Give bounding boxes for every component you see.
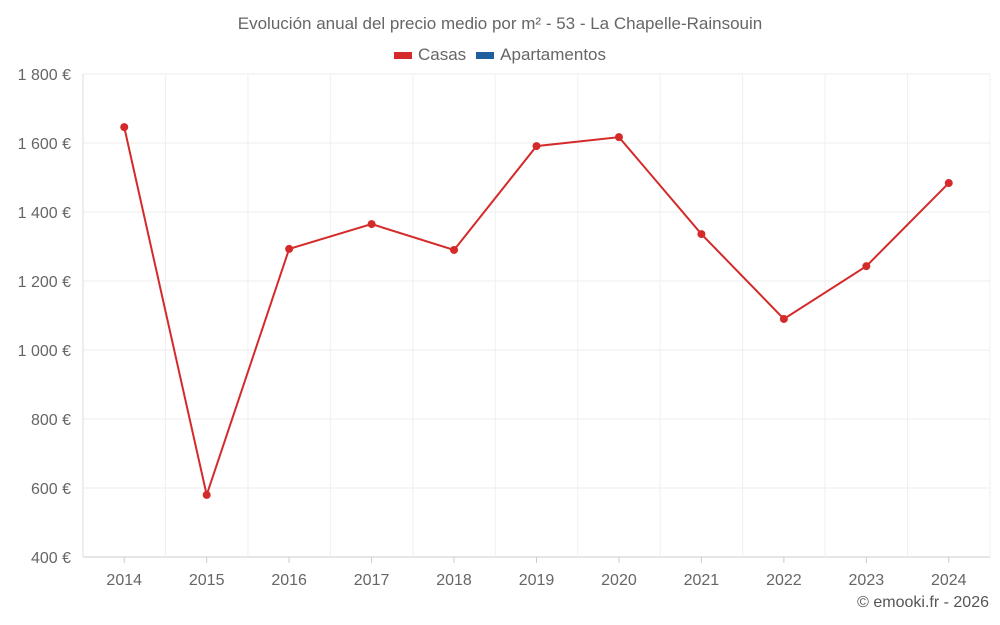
data-point-2018 [450, 245, 459, 254]
data-point-2016 [285, 244, 294, 253]
legend-item-casas[interactable]: Casas [393, 45, 467, 65]
x-tick-label: 2024 [931, 572, 967, 589]
data-point-2019 [532, 142, 541, 151]
data-point-2022 [779, 314, 788, 323]
x-tick-label: 2014 [106, 572, 142, 589]
data-point-2014 [120, 123, 129, 132]
data-point-2015 [202, 490, 211, 499]
y-tick-label: 1 000 € [18, 343, 71, 360]
y-tick-label: 400 € [31, 550, 71, 567]
x-tick-label: 2023 [849, 572, 885, 589]
legend-swatch-apartamentos [476, 51, 495, 59]
legend-item-apartamentos[interactable]: Apartamentos [476, 45, 606, 65]
chart-title: Evolución anual del precio medio por m² … [237, 14, 763, 33]
credit: © emooki.fr - 2026 [857, 594, 989, 611]
legend-label-casas: Casas [417, 45, 467, 64]
legend: Casas Apartamentos [0, 45, 1000, 65]
data-point-2023 [862, 262, 871, 271]
y-tick-label: 1 800 € [18, 67, 71, 84]
x-tick-label: 2022 [766, 572, 802, 589]
y-tick-label: 1 400 € [18, 205, 71, 222]
y-tick-label: 1 600 € [18, 136, 71, 153]
x-tick-label: 2019 [519, 572, 555, 589]
x-tick-label: 2017 [354, 572, 390, 589]
data-point-2021 [697, 230, 706, 239]
data-point-2024 [944, 179, 953, 188]
legend-label-apartamentos: Apartamentos [500, 45, 607, 64]
x-tick-label: 2015 [189, 572, 225, 589]
y-tick-label: 600 € [31, 481, 71, 498]
x-tick-label: 2018 [436, 572, 472, 589]
y-tick-label: 800 € [31, 412, 71, 429]
data-point-2020 [614, 133, 623, 142]
legend-swatch-casas [393, 51, 412, 59]
x-tick-label: 2021 [684, 572, 720, 589]
x-tick-label: 2020 [601, 572, 637, 589]
x-tick-label: 2016 [271, 572, 307, 589]
data-point-2017 [367, 220, 376, 229]
y-tick-label: 1 200 € [18, 274, 71, 291]
